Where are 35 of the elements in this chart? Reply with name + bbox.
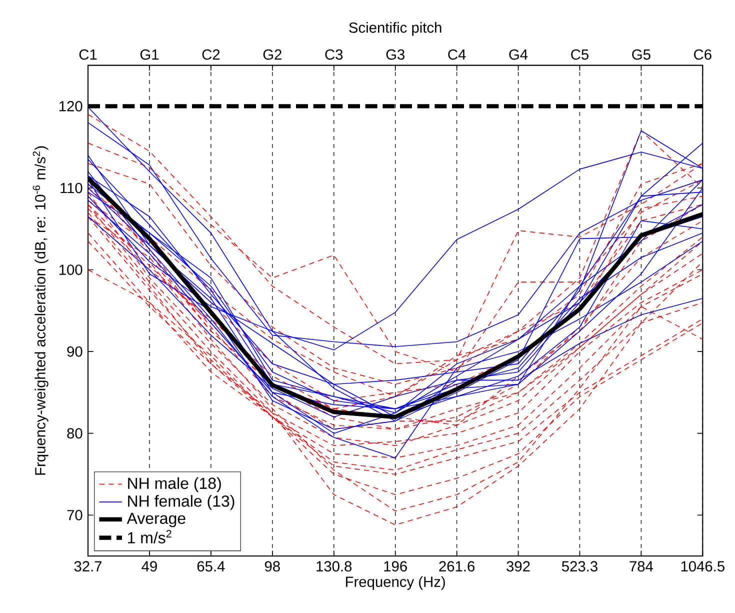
- y-tick-label: 90: [67, 346, 82, 357]
- text: G1: [140, 49, 159, 60]
- text: C5: [571, 49, 588, 60]
- x-tick-label: 49: [142, 561, 157, 572]
- legend-label: NH female (13): [128, 495, 234, 510]
- x-tick-label: 261.6: [439, 561, 474, 572]
- text: C1: [79, 49, 97, 60]
- text: G3: [386, 49, 404, 60]
- text: C4: [448, 49, 466, 60]
- y-tick-label: 70: [67, 510, 82, 520]
- y-tick-label: 110: [60, 182, 82, 194]
- text: C2: [202, 49, 220, 60]
- y-tick-label: 80: [67, 428, 82, 439]
- x-tick-label: 130.8: [316, 561, 352, 572]
- x-tick-label: 523.3: [562, 561, 598, 572]
- x-tick-label: 784: [630, 561, 653, 572]
- y-tick-label: 120: [59, 101, 82, 112]
- text: C6: [694, 49, 712, 60]
- x-tick-label: 196: [384, 561, 407, 572]
- y-tick-label: 100: [59, 264, 82, 275]
- x-tick-label: 1046.5: [681, 561, 724, 572]
- legend-label: NH male (18): [128, 477, 221, 492]
- x-tick-label: 32.7: [74, 561, 102, 572]
- y-axis-title: Frquency-weighted acceleration (dB, re: 10$^{-6}$ m/s$^{2}$): [32, 146, 48, 475]
- legend-label: Average: [126, 512, 186, 528]
- text: G5: [632, 49, 650, 60]
- chart-title: Scientific pitch: [349, 22, 442, 36]
- text: G2: [263, 49, 282, 60]
- x-tick-label: 65.4: [197, 561, 225, 572]
- legend-label: 1 m/s$^{2}$: [128, 530, 172, 544]
- text: G4: [509, 49, 528, 60]
- x-axis-title: Frequency (Hz): [346, 576, 445, 590]
- text: C3: [325, 49, 343, 60]
- x-tick-label: 98: [264, 561, 280, 572]
- x-tick-label: 392: [506, 561, 530, 572]
